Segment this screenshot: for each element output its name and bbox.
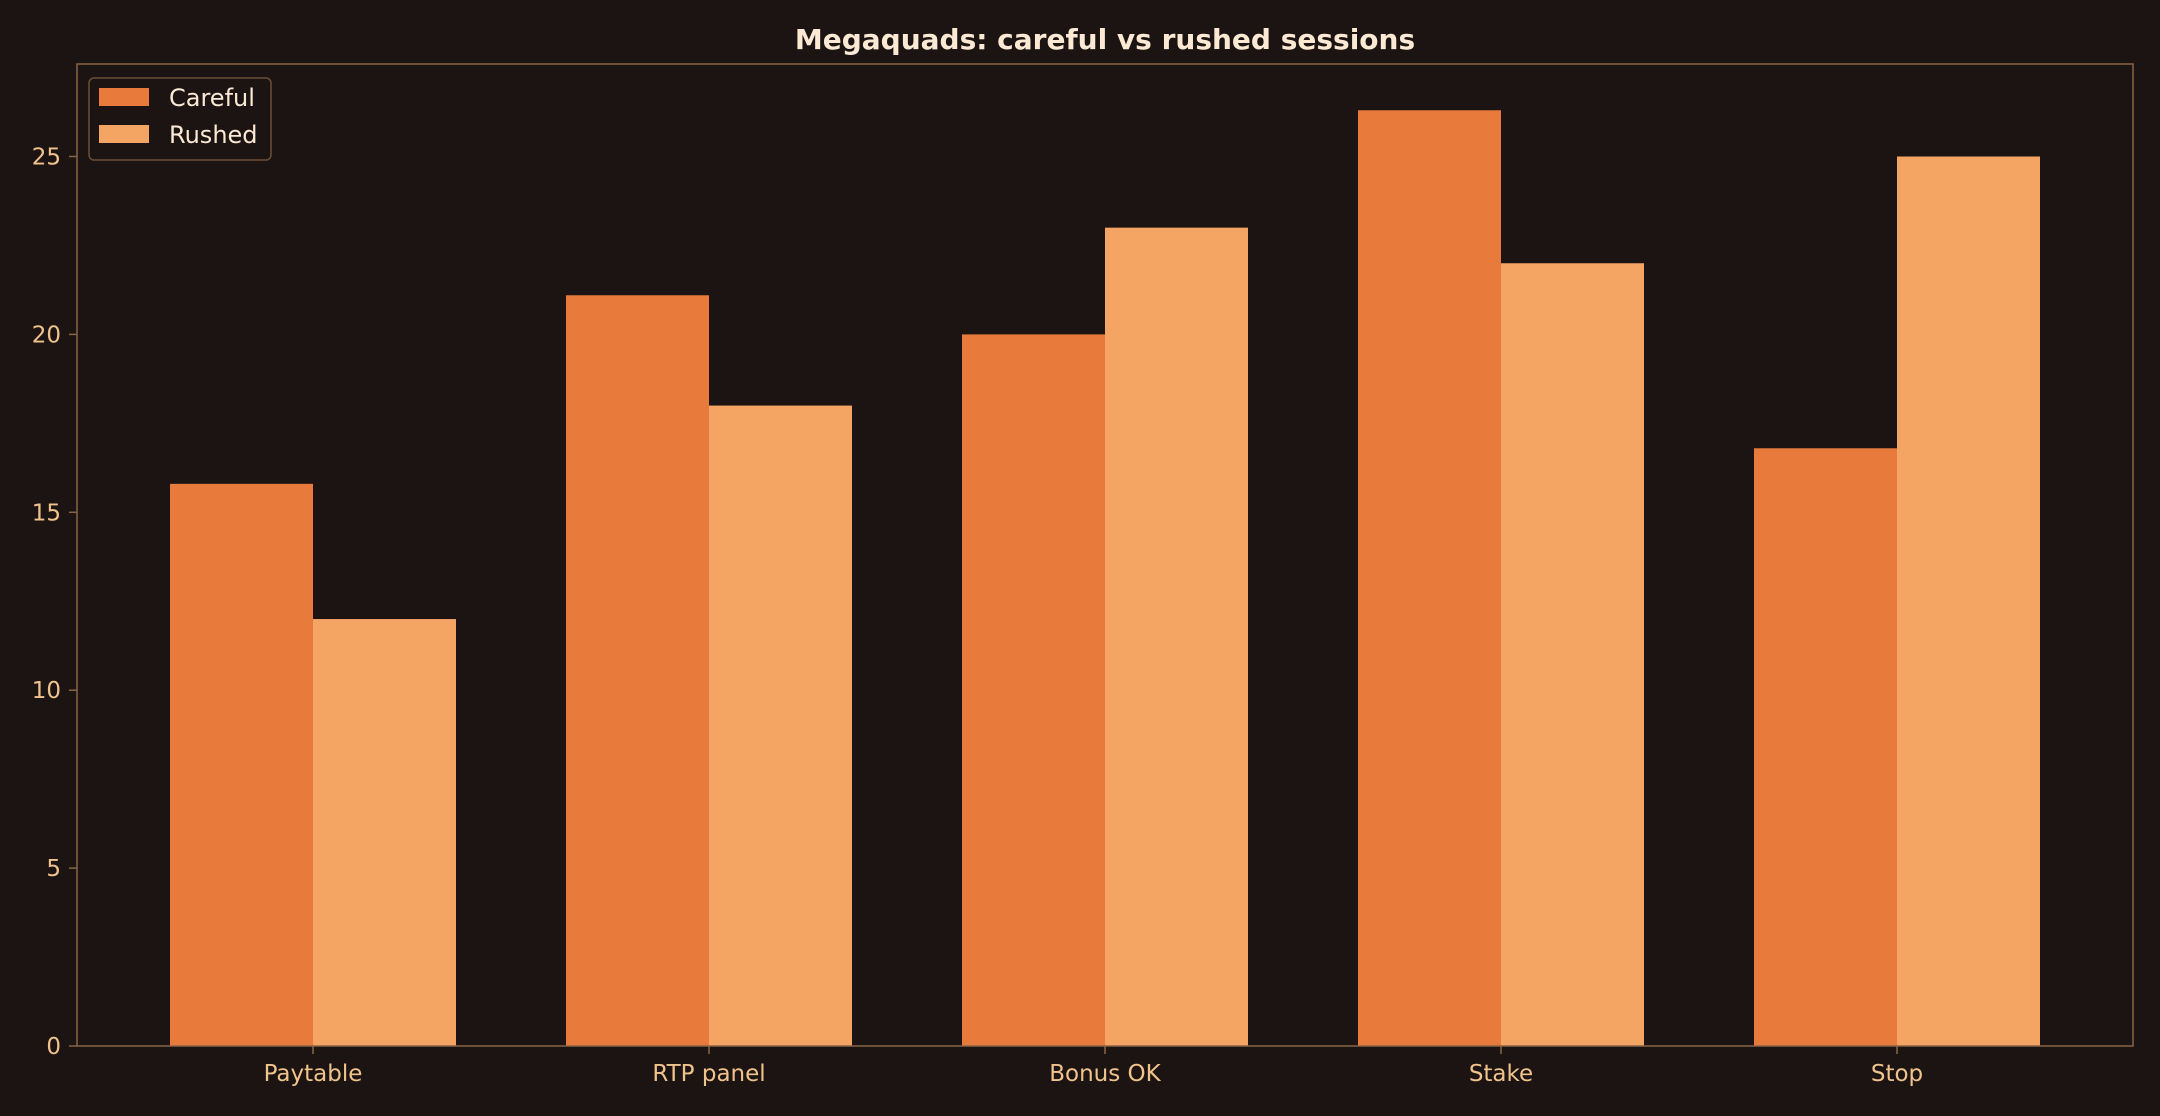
bar-rushed-0 bbox=[313, 619, 456, 1046]
x-axis: Paytable RTP panel Bonus OK Stake Stop bbox=[264, 1046, 1923, 1087]
legend-swatch-careful bbox=[99, 88, 149, 106]
y-tick-label: 25 bbox=[32, 145, 61, 171]
legend: Careful Rushed bbox=[88, 77, 272, 161]
legend-label-rushed: Rushed bbox=[169, 121, 258, 149]
bar-rushed-4 bbox=[1897, 156, 2040, 1046]
y-axis: 0 5 10 15 20 25 bbox=[32, 145, 77, 1060]
x-tick-label: RTP panel bbox=[652, 1061, 765, 1087]
y-tick-label: 5 bbox=[46, 856, 61, 882]
bar-careful-2 bbox=[962, 334, 1105, 1047]
x-tick-label: Stop bbox=[1871, 1061, 1923, 1087]
bar-careful-4 bbox=[1754, 448, 1897, 1046]
bar-careful-0 bbox=[170, 483, 313, 1046]
x-tick-label: Stake bbox=[1469, 1061, 1533, 1087]
x-tick-label: Paytable bbox=[264, 1061, 363, 1087]
legend-swatch-rushed bbox=[99, 125, 149, 143]
legend-label-careful: Careful bbox=[169, 84, 255, 112]
y-tick-label: 15 bbox=[32, 500, 61, 526]
bar-rushed-2 bbox=[1105, 227, 1248, 1046]
y-tick-label: 10 bbox=[32, 678, 61, 704]
bar-careful-3 bbox=[1358, 110, 1501, 1047]
bar-rushed-1 bbox=[709, 405, 852, 1047]
y-tick-label: 0 bbox=[46, 1034, 61, 1060]
chart-title: Megaquads: careful vs rushed sessions bbox=[795, 23, 1415, 56]
bar-careful-1 bbox=[566, 295, 709, 1046]
y-tick-label: 20 bbox=[32, 322, 61, 348]
bars-layer bbox=[170, 110, 2040, 1047]
x-tick-label: Bonus OK bbox=[1049, 1061, 1161, 1087]
bar-rushed-3 bbox=[1501, 263, 1644, 1047]
